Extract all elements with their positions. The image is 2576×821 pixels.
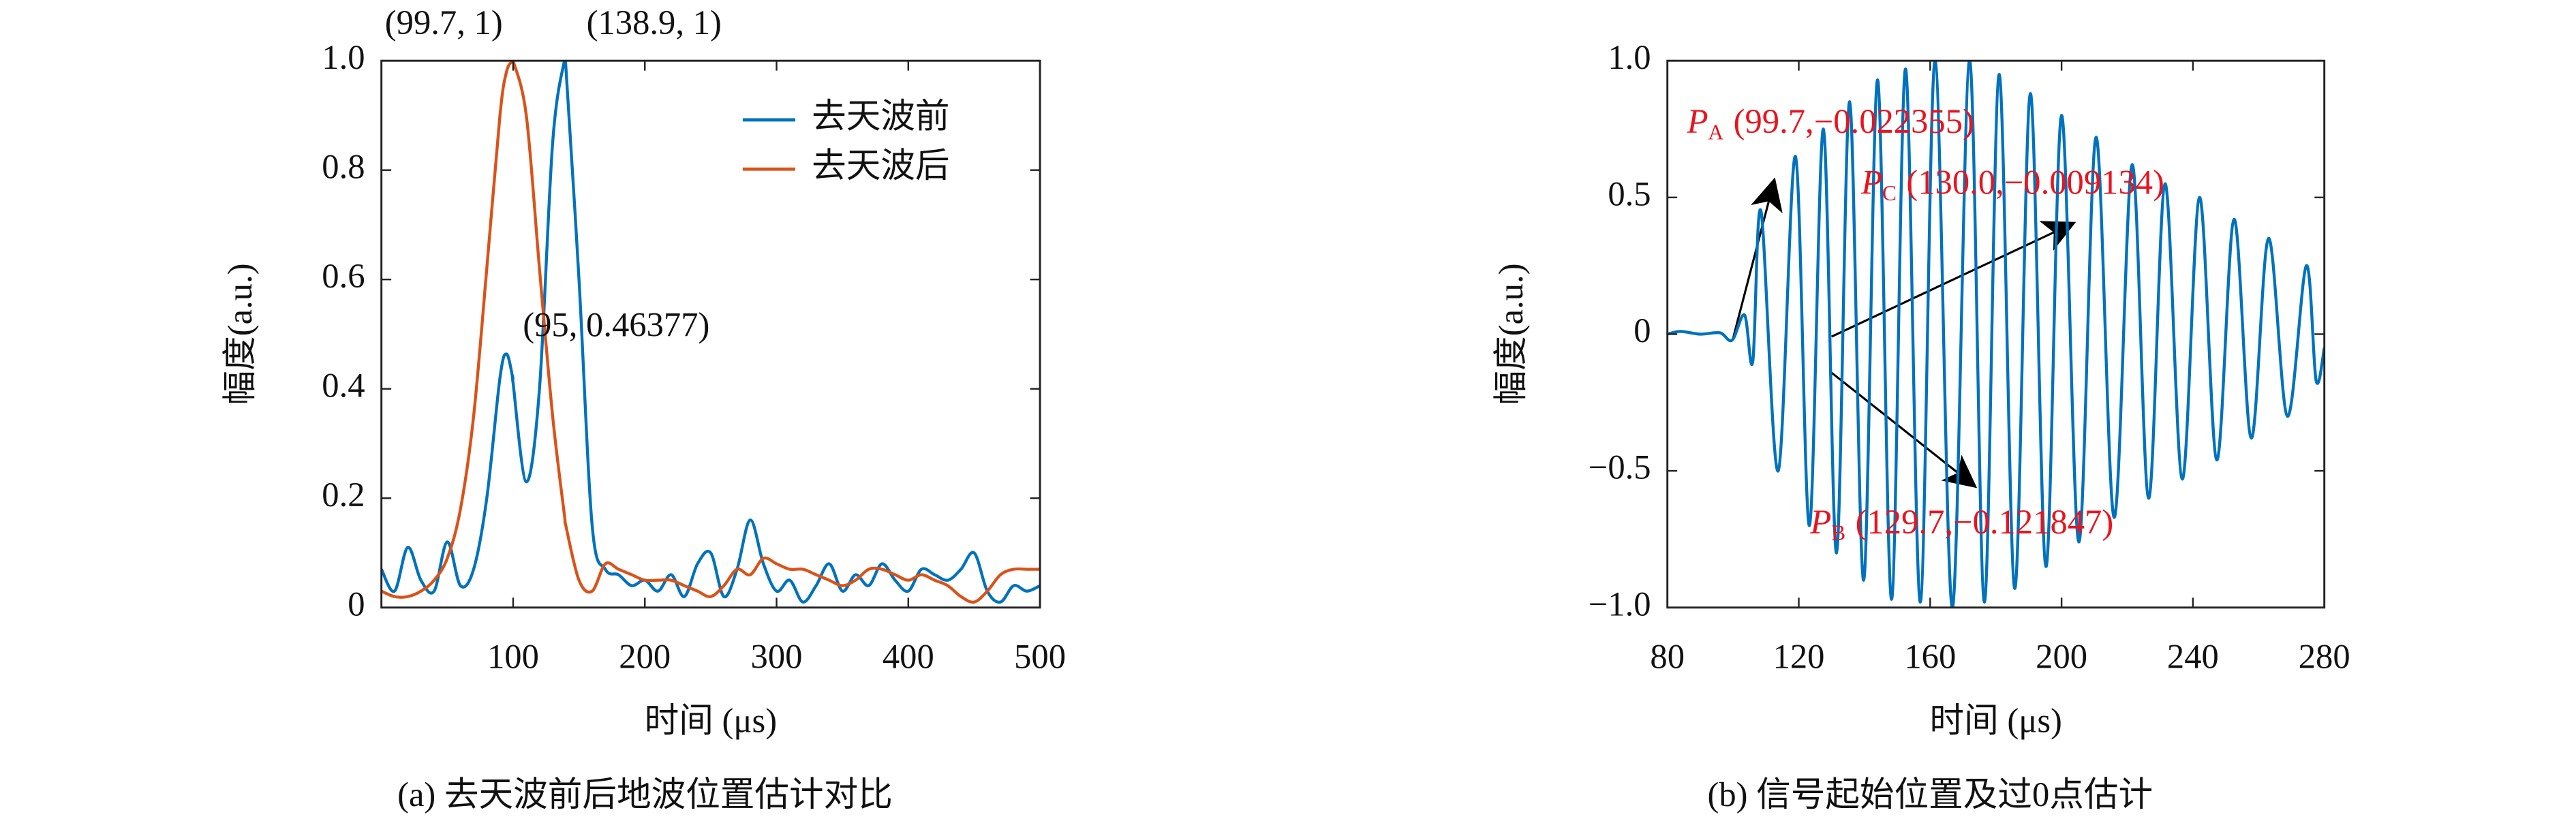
x-tick-label: 200 — [619, 637, 671, 675]
data-line — [381, 61, 1041, 604]
y-tick-label: 0 — [348, 585, 365, 623]
annotation: (138.9, 1) — [587, 3, 722, 42]
annotation-text: (129.7,−0.121847) — [1856, 503, 2114, 541]
x-tick-label: 300 — [751, 637, 803, 675]
x-tick-label: 400 — [883, 637, 934, 675]
annotation-symbol: P — [1687, 102, 1708, 140]
y-tick-label: −1.0 — [1589, 585, 1651, 623]
subplot: 80 120 160 200 240 280 −1.0 −0.5 0 0.5 1.0 时间 (μs) 幅… — [1492, 38, 2350, 814]
annotation-subscript: C — [1882, 181, 1897, 205]
arrow — [1732, 177, 1783, 339]
x-tick-label: 240 — [2167, 637, 2219, 675]
x-tick-label: 80 — [1650, 637, 1685, 675]
annotation: (95, 0.46377) — [523, 306, 709, 344]
annotation-subscript: A — [1708, 121, 1724, 144]
x-tick-label: 120 — [1773, 637, 1825, 675]
y-axis-label: 幅度(a.u.) — [1492, 263, 1530, 405]
x-tick-label: 100 — [487, 637, 539, 675]
y-tick-label: 0.6 — [322, 257, 365, 295]
annotation-symbol: P — [1860, 163, 1882, 201]
x-tick-label: 280 — [2299, 637, 2350, 675]
y-tick-label: 0 — [1634, 311, 1651, 350]
caption: (b) 信号起始位置及过0点估计 — [1707, 775, 2153, 814]
annotation-subscript: B — [1831, 521, 1845, 545]
x-tick-label: 160 — [1904, 637, 1956, 675]
y-tick-label: 0.4 — [322, 366, 365, 404]
data-line — [381, 61, 1041, 604]
annotation-text: (130.0,−0.009134) — [1906, 163, 2164, 201]
annotation: PB (129.7,−0.121847) — [1809, 503, 2113, 545]
legend-label: 去天波后 — [812, 146, 949, 185]
subplot: 100 200 300 400 500 0 0.2 0.4 0.6 0.8 1.0 时间 (μs) 幅度… — [221, 3, 1066, 814]
x-axis-label: 时间 (μs) — [645, 701, 777, 739]
caption: (a) 去天波前后地波位置估计对比 — [397, 775, 893, 814]
annotation: (99.7, 1) — [385, 3, 503, 42]
y-tick-label: −0.5 — [1589, 448, 1651, 486]
annotation-symbol: P — [1809, 503, 1831, 541]
legend-label: 去天波前 — [812, 97, 949, 136]
x-axis-label: 时间 (μs) — [1930, 701, 2062, 739]
annotation: PA (99.7,−0.022355) — [1687, 102, 1974, 144]
y-axis-label: 幅度(a.u.) — [221, 263, 259, 405]
y-tick-label: 0.5 — [1608, 174, 1651, 213]
annotation: PC (130.0,−0.009134) — [1860, 163, 2164, 205]
data-line — [1667, 61, 2325, 608]
y-tick-label: 0.8 — [322, 147, 365, 185]
y-tick-label: 1.0 — [322, 38, 365, 76]
x-tick-label: 500 — [1014, 637, 1066, 675]
arrow — [1830, 371, 1978, 489]
x-tick-label: 200 — [2036, 637, 2087, 675]
y-tick-label: 0.2 — [322, 476, 365, 514]
annotation-text: (99.7,−0.022355) — [1734, 102, 1974, 140]
plot-frame — [380, 59, 1041, 609]
y-tick-label: 1.0 — [1608, 38, 1651, 76]
